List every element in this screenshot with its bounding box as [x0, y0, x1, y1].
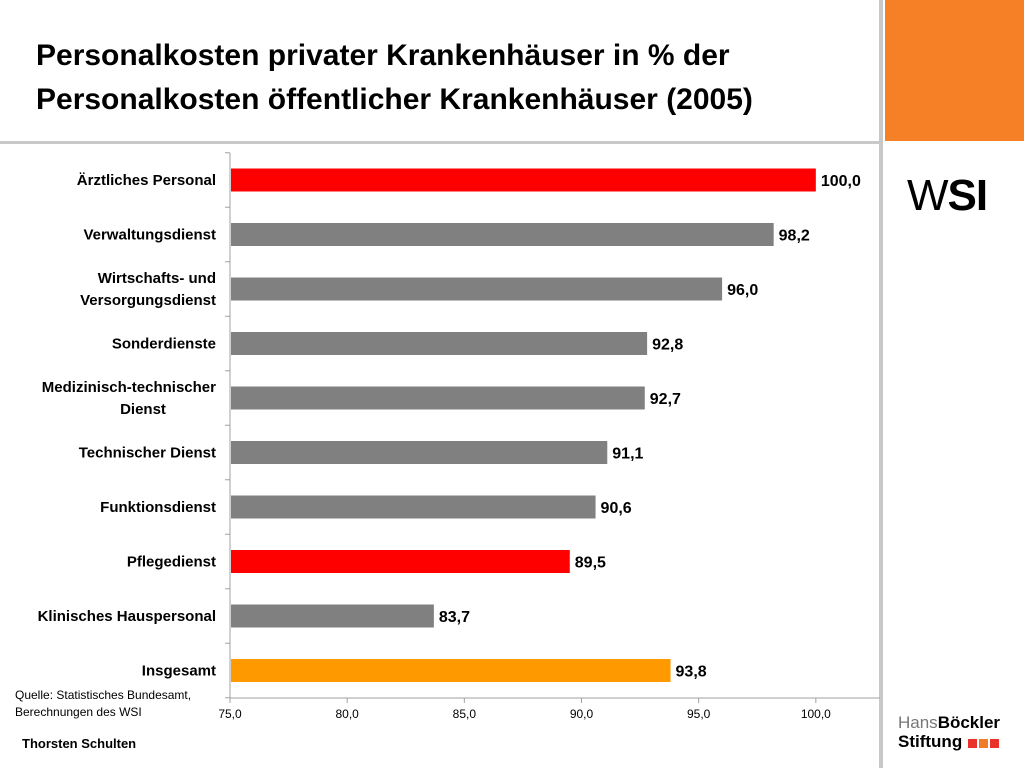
bar-value-label: 83,7	[439, 609, 470, 626]
x-tick-label: 80,0	[335, 707, 359, 721]
x-tick-label: 95,0	[687, 707, 711, 721]
bar	[231, 659, 671, 682]
hans-boeckler-stiftung-logo: HansBöckler Stiftung	[898, 713, 1018, 755]
bar-value-label: 96,0	[727, 282, 758, 299]
bar-value-label: 89,5	[575, 555, 606, 572]
source-note: Quelle: Statistisches Bundesamt, Berechn…	[15, 687, 225, 721]
bar	[231, 550, 570, 573]
hbs-logo-boeckler: Böckler	[937, 713, 1001, 732]
title-line-1: Personalkosten privater Krankenhäuser in…	[36, 39, 730, 72]
bar	[231, 168, 816, 192]
slide-title: Personalkosten privater Krankenhäuser in…	[36, 34, 866, 122]
x-tick-label: 100,0	[801, 707, 831, 721]
bar-value-label: 91,1	[612, 446, 643, 463]
bar-value-label: 98,2	[779, 228, 810, 245]
bar-value-label: 100,0	[821, 173, 861, 190]
bar	[231, 495, 596, 519]
bar	[231, 604, 434, 628]
category-label: Insgesamt	[142, 663, 216, 680]
bar	[231, 223, 774, 246]
source-line-2: Berechnungen des WSI	[15, 705, 142, 719]
category-label: Medizinisch-technischer Dienst	[42, 379, 216, 418]
wsi-logo: WSI	[907, 168, 989, 224]
bar	[231, 277, 723, 301]
category-label: Funktionsdienst	[100, 499, 216, 516]
bar	[231, 441, 608, 464]
category-label: Wirtschafts- und Versorgungsdienst	[80, 270, 216, 309]
category-label: Sonderdienste	[112, 336, 216, 353]
author-name: Thorsten Schulten	[22, 736, 137, 751]
hbs-logo-square-icon	[968, 739, 977, 748]
bar-value-label: 92,7	[650, 391, 681, 408]
bar-value-label: 92,8	[652, 337, 683, 354]
category-label: Pflegedienst	[127, 554, 216, 571]
bar	[231, 386, 645, 410]
x-tick-label: 85,0	[453, 707, 477, 721]
hbs-logo-square-icon	[990, 739, 999, 748]
title-line-2: Personalkosten öffentlicher Krankenhäuse…	[36, 83, 753, 116]
wsi-logo-w: W	[907, 171, 949, 220]
hbs-logo-square-icon	[979, 739, 988, 748]
bar-value-label: 93,8	[676, 664, 707, 681]
bar	[231, 332, 648, 355]
accent-block	[885, 0, 1024, 141]
side-divider	[879, 0, 883, 768]
x-tick-label: 90,0	[570, 707, 594, 721]
category-label: Ärztliches Personal	[77, 172, 216, 189]
wsi-logo-si: SI	[947, 171, 989, 220]
bar-value-label: 90,6	[601, 500, 632, 517]
category-label: Technischer Dienst	[79, 445, 216, 462]
category-label: Klinisches Hauspersonal	[38, 608, 216, 625]
x-tick-label: 75,0	[218, 707, 242, 721]
source-line-1: Quelle: Statistisches Bundesamt,	[15, 688, 192, 702]
bar-chart: 75,080,085,090,095,0100,0105,0100,0Ärztl…	[38, 152, 880, 721]
hbs-logo-hans: Hans	[898, 713, 938, 732]
hbs-logo-stiftung: Stiftung	[898, 732, 963, 751]
category-label: Verwaltungsdienst	[83, 227, 216, 244]
title-divider	[0, 141, 882, 144]
